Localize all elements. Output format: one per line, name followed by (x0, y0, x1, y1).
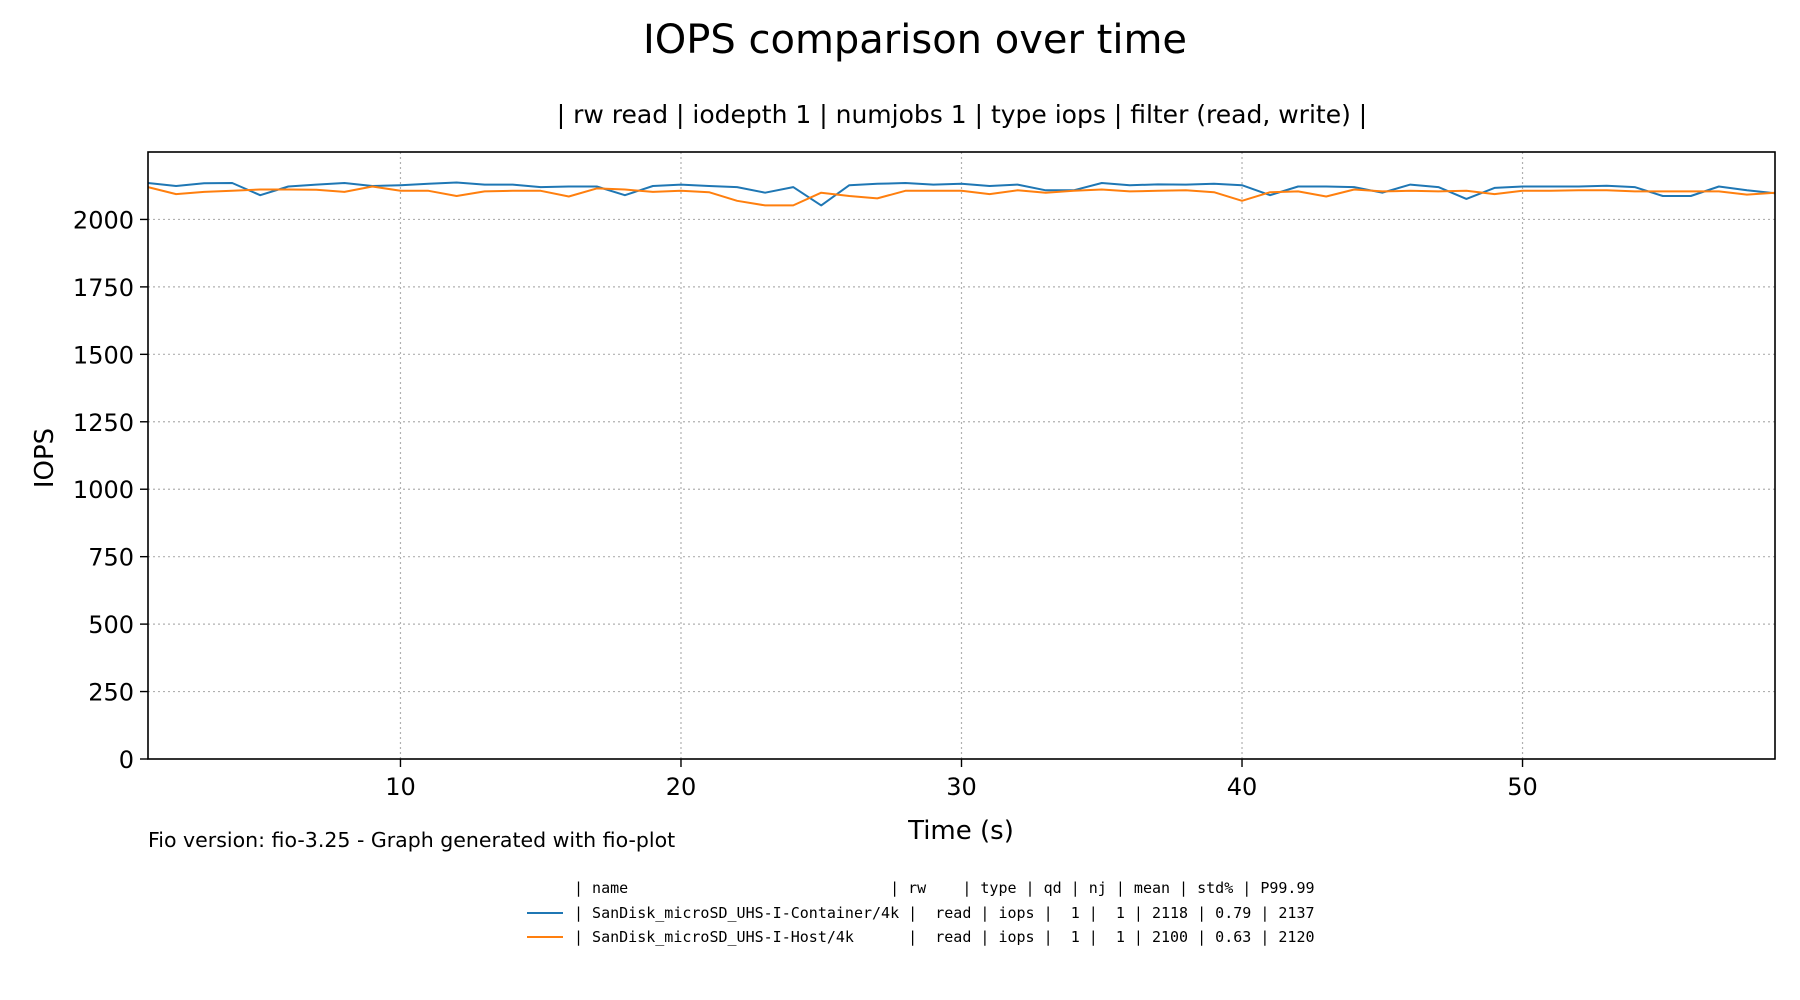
x-tick-label: 40 (1227, 773, 1258, 801)
y-tick-label: 1000 (73, 476, 134, 504)
chart-title: IOPS comparison over time (643, 17, 1187, 63)
y-tick-label: 500 (88, 611, 134, 639)
grid-lines (148, 152, 1775, 759)
legend-header: | name | rw | type | qd | nj | mean | st… (574, 879, 1315, 897)
y-tick-label: 750 (88, 544, 134, 572)
y-tick-label: 250 (88, 679, 134, 707)
y-tick-label: 2000 (73, 206, 134, 234)
legend-row-host: | SanDisk_microSD_UHS-I-Host/4k | read |… (574, 928, 1315, 946)
footer-note: Fio version: fio-3.25 - Graph generated … (148, 828, 675, 852)
legend: | name | rw | type | qd | nj | mean | st… (527, 879, 1315, 946)
y-tick-label: 1500 (73, 341, 134, 369)
y-tick-label: 0 (119, 746, 134, 774)
x-tick-label: 50 (1507, 773, 1538, 801)
legend-row-container: | SanDisk_microSD_UHS-I-Container/4k | r… (574, 904, 1315, 922)
x-tick-label: 20 (666, 773, 697, 801)
y-tick-label: 1250 (73, 409, 134, 437)
x-tick-label: 10 (385, 773, 416, 801)
x-axis-label: Time (s) (907, 816, 1014, 846)
y-tick-label: 1750 (73, 274, 134, 302)
x-tick-label: 30 (946, 773, 977, 801)
series-line-host (147, 185, 1776, 207)
series-lines (147, 181, 1776, 207)
y-axis-label: IOPS (30, 428, 60, 488)
chart-subtitle: | rw read | iodepth 1 | numjobs 1 | type… (557, 100, 1367, 129)
series-line-container (147, 181, 1776, 207)
